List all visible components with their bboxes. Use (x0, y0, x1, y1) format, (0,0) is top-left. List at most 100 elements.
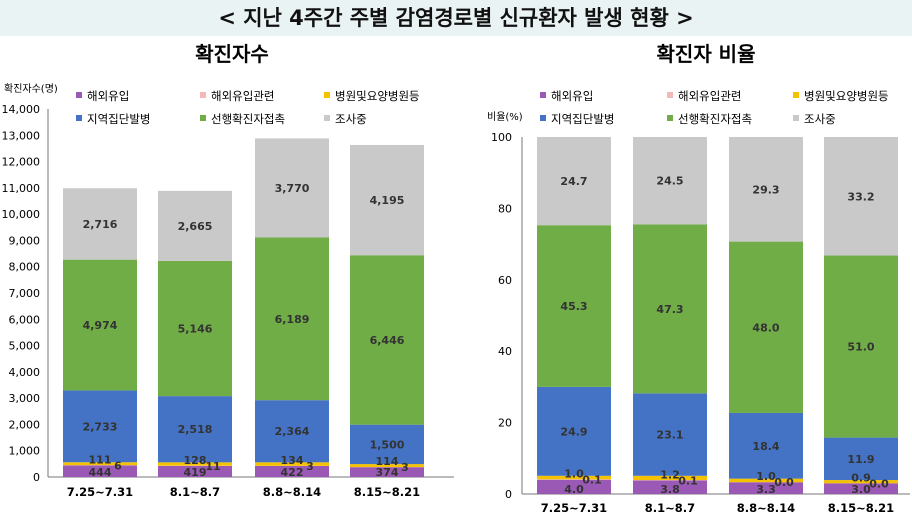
y-tick-label: 8,000 (9, 261, 41, 274)
data-label: 0.0 (774, 476, 794, 489)
bar-segment (824, 437, 898, 481)
data-label: 3.0 (851, 483, 871, 496)
bar-segment (350, 255, 424, 425)
data-label: 3,770 (275, 182, 310, 195)
data-label: 18.4 (752, 440, 779, 453)
y-tick-label: 10,000 (2, 208, 41, 221)
data-label: 5,146 (178, 323, 213, 336)
legend-item: 지역집단발병 (551, 112, 614, 126)
y-tick-label: 0 (505, 488, 512, 501)
data-label: 0.1 (678, 474, 698, 487)
legend-swatch (200, 92, 206, 98)
legend-swatch (324, 115, 330, 121)
bar-segment (729, 137, 803, 242)
data-label: 422 (281, 466, 304, 479)
chart-title: 확진자 비율 (657, 42, 756, 66)
bar-segment (350, 144, 424, 256)
y-tick-label: 80 (498, 202, 512, 215)
x-category-label: 8.15~8.21 (828, 501, 894, 515)
bar-segment (255, 138, 329, 238)
data-label: 29.3 (752, 183, 779, 196)
y-tick-label: 100 (491, 131, 512, 144)
legend-swatch (324, 92, 330, 98)
y-tick-label: 5,000 (9, 340, 41, 353)
bar-segment (537, 386, 611, 476)
chart-title: 확진자수 (195, 42, 269, 66)
y-tick-label: 40 (498, 345, 512, 358)
y-axis-label: 확진자수(명) (4, 83, 58, 95)
bar-segment (350, 467, 424, 477)
y-tick-label: 12,000 (2, 156, 41, 169)
data-label: 11.9 (847, 453, 874, 466)
data-label: 3 (401, 461, 409, 474)
bar-segment (633, 480, 707, 494)
data-label: 45.3 (560, 300, 587, 313)
data-label: 23.1 (656, 429, 683, 442)
bar-segment (158, 396, 232, 463)
bar-segment (255, 400, 329, 463)
data-label: 4,195 (370, 194, 405, 207)
data-label: 6,189 (275, 313, 310, 326)
data-label: 47.3 (656, 303, 683, 316)
bar-segment (63, 390, 137, 463)
y-axis-label: 비율(%) (487, 111, 523, 123)
x-category-label: 8.15~8.21 (354, 485, 420, 499)
legend-item: 해외유입관련 (678, 89, 741, 103)
data-label: 1,500 (370, 438, 405, 451)
bar-segment (537, 137, 611, 226)
y-tick-label: 1,000 (9, 445, 41, 458)
data-label: 2,716 (83, 218, 118, 231)
legend-item: 선행확진자접촉 (211, 112, 285, 126)
data-label: 3 (306, 460, 314, 473)
legend-swatch (200, 115, 206, 121)
legend-item: 병원및요양병원등 (335, 89, 420, 103)
y-tick-label: 0 (33, 471, 40, 484)
x-category-label: 8.1~8.7 (645, 501, 695, 515)
bar-segment (158, 465, 232, 477)
data-label: 374 (376, 466, 399, 479)
data-label: 114 (376, 455, 399, 468)
data-label: 6,446 (370, 334, 405, 347)
y-tick-label: 7,000 (9, 287, 41, 300)
y-tick-label: 60 (498, 274, 512, 287)
legend-swatch (540, 115, 546, 121)
data-label: 0.1 (582, 474, 602, 487)
legend-swatch (667, 92, 673, 98)
bar-segment (63, 188, 137, 260)
data-label: 1.2 (660, 468, 680, 481)
legend-item: 선행확진자접촉 (678, 112, 752, 126)
bar-segment (824, 480, 898, 484)
bar-segment (350, 424, 424, 465)
bar-segment (824, 255, 898, 438)
bar-segment (537, 479, 611, 494)
x-category-label: 8.8~8.14 (737, 501, 795, 515)
legend-item: 지역집단발병 (87, 112, 150, 126)
data-label: 2,733 (83, 420, 118, 433)
bar-segment (633, 224, 707, 394)
bar-segment (63, 462, 137, 466)
bar-segment (350, 464, 424, 468)
data-label: 24.9 (560, 425, 587, 438)
y-tick-label: 3,000 (9, 392, 41, 405)
data-label: 3.3 (756, 483, 776, 496)
bar-segment (63, 259, 137, 391)
legend-item: 병원및요양병원등 (804, 89, 889, 103)
bar-segment (633, 393, 707, 476)
data-label: 3.8 (660, 483, 680, 496)
data-label: 2,518 (178, 423, 213, 436)
data-label: 128 (184, 454, 207, 467)
data-label: 4,974 (83, 319, 118, 332)
y-tick-label: 6,000 (9, 313, 41, 326)
data-label: 6 (114, 459, 122, 472)
bar-segment (729, 412, 803, 479)
bar-segment (824, 137, 898, 256)
data-label: 0.0 (869, 477, 889, 490)
bar-segment (633, 137, 707, 225)
bar-segment (633, 475, 707, 481)
data-label: 4.0 (564, 483, 584, 496)
bar-segment (729, 241, 803, 413)
data-label: 0.9 (851, 471, 871, 484)
data-label: 2,364 (275, 425, 310, 438)
bar-segment (255, 462, 329, 466)
x-category-label: 8.1~8.7 (170, 485, 220, 499)
